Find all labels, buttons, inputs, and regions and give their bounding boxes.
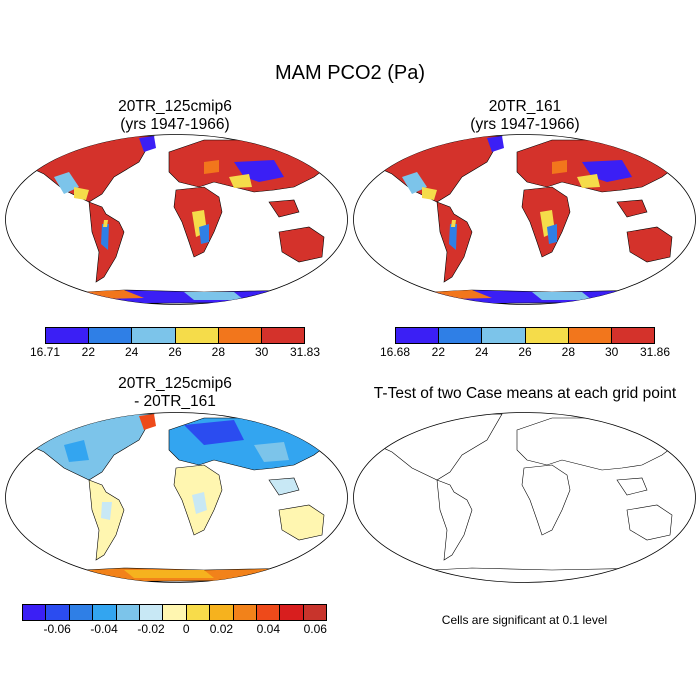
panel-2-title: 20TR_161 (yrs 1947-1966) xyxy=(425,98,625,134)
colorbar-tick-label: 30 xyxy=(254,345,269,359)
colorbar-swatch xyxy=(139,605,164,620)
colorbar-tick-label: 16.68 xyxy=(379,345,411,359)
colorbar-swatch xyxy=(611,328,655,343)
panel-2-title-line1: 20TR_161 xyxy=(488,98,562,115)
colorbar-tick-label: -0.04 xyxy=(90,622,118,636)
panel-2-title-line2: (yrs 1947-1966) xyxy=(470,116,580,133)
colorbar-swatch xyxy=(439,328,483,343)
colorbar-tick-label: 26 xyxy=(168,345,182,359)
colorbar-tick-label: 28 xyxy=(211,345,226,359)
colorbar-tick-label: 24 xyxy=(124,345,139,359)
colorbar-swatch xyxy=(163,605,187,620)
colorbar-swatch xyxy=(93,605,117,620)
map-case2 xyxy=(353,134,696,305)
panel-4-title-line1: T-Test of two Case means at each grid po… xyxy=(373,385,677,402)
colorbar-swatch xyxy=(46,605,70,620)
colorbar-swatch xyxy=(256,605,281,620)
panel-4-title: T-Test of two Case means at each grid po… xyxy=(350,385,700,403)
colorbar-tick-label: 28 xyxy=(561,345,576,359)
colorbar-tick-label: 22 xyxy=(81,345,96,359)
colorbar-tick-label: 0.06 xyxy=(303,622,327,636)
colorbar-tick-label: 31.86 xyxy=(639,345,671,359)
colorbar-tick-label: 26 xyxy=(518,345,532,359)
colorbar-swatch xyxy=(525,328,569,343)
colorbar-swatch xyxy=(568,328,612,343)
colorbar-swatch xyxy=(210,605,234,620)
panel-3-title-line2: - 20TR_161 xyxy=(134,393,216,410)
colorbar-swatch xyxy=(46,328,90,343)
colorbar-tick-label: 24 xyxy=(474,345,489,359)
colorbar-swatch xyxy=(23,605,47,620)
colorbar-swatch xyxy=(482,328,526,343)
colorbar-swatch xyxy=(89,328,133,343)
panel-3-title-line1: 20TR_125cmip6 xyxy=(118,375,232,392)
colorbar-tick-label: -0.02 xyxy=(137,622,165,636)
colorbar-swatch xyxy=(175,328,219,343)
colorbar-tick-label: -0.06 xyxy=(43,622,71,636)
map-ttest xyxy=(353,412,696,583)
colorbar-swatch xyxy=(218,328,262,343)
colorbar-swatch xyxy=(69,605,94,620)
colorbar-swatch xyxy=(186,605,211,620)
colorbar-tick-label: 31.83 xyxy=(289,345,321,359)
colorbar-tick-label: 0 xyxy=(182,622,190,636)
colorbar-tick-label: 0.04 xyxy=(256,622,281,636)
colorbar-tick-label: 16.71 xyxy=(29,345,61,359)
main-title: MAM PCO2 (Pa) xyxy=(274,62,426,84)
colorbar-swatch xyxy=(280,605,304,620)
colorbar-swatch xyxy=(233,605,257,620)
colorbar-swatch xyxy=(132,328,176,343)
panel-1-title: 20TR_125cmip6 (yrs 1947-1966) xyxy=(75,98,275,134)
colorbar-swatch xyxy=(303,605,327,620)
panel-1-title-line2: (yrs 1947-1966) xyxy=(120,116,230,133)
colorbar-tick-label: 22 xyxy=(431,345,446,359)
colorbar-swatch xyxy=(261,328,305,343)
map-difference xyxy=(5,412,348,583)
colorbar-tick-label: 30 xyxy=(604,345,619,359)
colorbar-case2 xyxy=(395,327,655,344)
colorbar-difference xyxy=(22,604,327,621)
significance-note: Cells are significant at 0.1 level xyxy=(441,613,608,627)
colorbar-tick-label: 0.02 xyxy=(209,622,234,636)
panel-3-title: 20TR_125cmip6 - 20TR_161 xyxy=(75,375,275,411)
colorbar-swatch xyxy=(396,328,440,343)
map-case1 xyxy=(5,134,348,305)
globe-outline xyxy=(353,412,696,583)
panel-1-title-line1: 20TR_125cmip6 xyxy=(118,98,232,115)
colorbar-swatch xyxy=(116,605,140,620)
colorbar-case1 xyxy=(45,327,305,344)
